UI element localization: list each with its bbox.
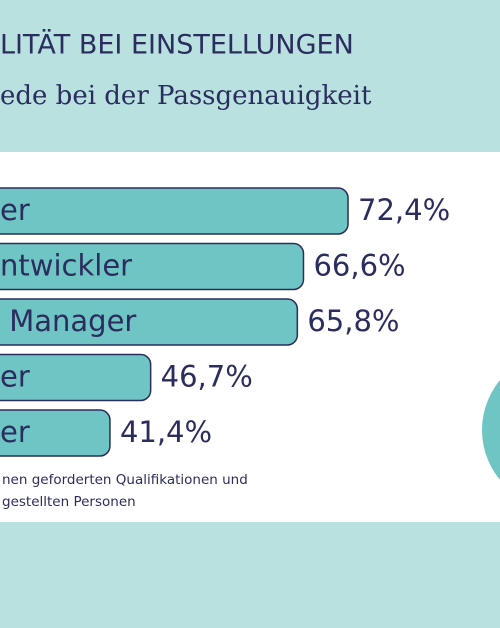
bar: [0, 353, 152, 402]
decor-circle: [482, 380, 500, 480]
bar: [0, 242, 305, 291]
bar-label: ntwickler: [0, 249, 132, 283]
bar-label: er: [0, 415, 30, 449]
bar-label: er: [0, 193, 30, 227]
value-label: 46,7%: [161, 360, 253, 394]
bar: [0, 298, 299, 346]
value-label: 65,8%: [307, 304, 399, 338]
chart-title: LITÄT BEI EINSTELLUNGEN: [0, 29, 354, 61]
value-label: 41,4%: [120, 415, 212, 449]
value-label: 66,6%: [313, 249, 405, 283]
chart-subtitle: ede bei der Passgenauigkeit: [0, 81, 372, 111]
bar: [0, 187, 349, 235]
bar-label: er: [0, 360, 30, 394]
footnote: gestellten Personen: [2, 494, 136, 510]
bar: [0, 409, 111, 457]
value-label: 72,4%: [358, 193, 450, 227]
bar-label: Manager: [0, 304, 136, 338]
footnote: nen geforderten Qualifikationen und: [2, 472, 248, 488]
